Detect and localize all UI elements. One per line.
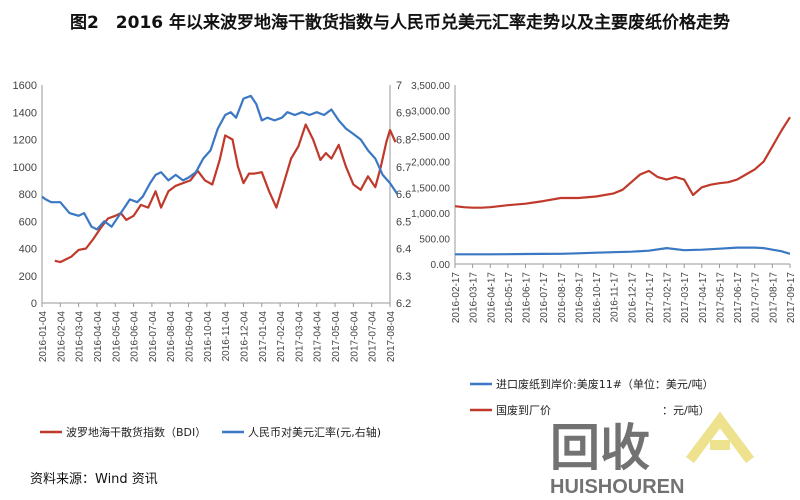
y-tick-label: 3,000.00	[411, 107, 450, 118]
series-line-bdi	[54, 123, 397, 264]
x-tick-label: 2016-10-04	[203, 311, 214, 363]
y-right-tick-label: 6.2	[396, 298, 411, 310]
y-tick-label: 2,000.00	[411, 158, 450, 169]
y-right-tick-label: 6.6	[396, 189, 411, 201]
chart-bdi-rmb: 0 200 400 600 800 1000 1200 1400 1600 6.2 6.3 6.4 6.…	[13, 80, 412, 362]
page-title: 图2 2016 年以来波罗地海干散货指数与人民币兑美元汇率走势以及主要废纸价格走…	[69, 13, 731, 33]
legend-label: 波罗地海干散货指数（BDI）	[66, 425, 206, 439]
x-tick-label: 2016-01-04	[38, 311, 49, 363]
watermark-mark-icon	[686, 411, 754, 463]
y-right-tick-label: 6.5	[396, 216, 411, 228]
y-tick-label: 0.00	[431, 260, 451, 271]
y-left-tick-label: 1400	[13, 107, 37, 119]
x-tick-label: 2016-10-17	[592, 272, 603, 324]
x-tick-label: 2016-09-04	[185, 311, 196, 363]
y-left-tick-label: 200	[19, 271, 37, 283]
x-tick-label: 2016-06-17	[522, 272, 533, 324]
x-tick-label: 2016-05-04	[111, 311, 122, 363]
x-tick-label: 2017-07-04	[368, 311, 379, 363]
x-tick-label: 2016-12-04	[239, 311, 250, 363]
x-tick-label: 2017-07-17	[751, 272, 762, 324]
watermark-main-text: 回收	[550, 420, 650, 476]
y-left-tick-label: 600	[19, 216, 37, 228]
x-tick-label: 2016-11-04	[221, 311, 232, 362]
chart-wastepaper-prices: 0.00 500.00 1,000.00 1,500.00 2,000.00 2,500.…	[411, 81, 797, 323]
x-tick-label: 2017-01-04	[258, 311, 269, 363]
y-tick-label: 1,000.00	[411, 209, 450, 220]
x-tick-label: 2017-06-04	[349, 311, 360, 363]
y-left-tick-label: 1600	[13, 80, 37, 92]
legend-label-suffix: ：元/吨）	[662, 404, 710, 417]
x-tick-label: 2016-07-04	[148, 311, 159, 363]
x-tick-label: 2017-03-17	[680, 272, 691, 324]
x-tick-label: 2016-04-17	[486, 272, 497, 324]
x-tick-label: 2016-07-17	[539, 272, 550, 324]
x-tick-label: 2017-05-04	[331, 311, 342, 363]
y-tick-label: 500.00	[419, 234, 450, 245]
x-tick-label: 2016-05-17	[504, 272, 515, 324]
x-tick-label: 2016-06-04	[130, 311, 141, 363]
x-tick-label: 2016-02-04	[56, 311, 67, 363]
y-right-tick-label: 6.8	[396, 135, 411, 147]
y-left-tick-label: 0	[31, 298, 37, 310]
y-tick-label: 2,500.00	[411, 132, 450, 143]
x-tick-label: 2017-08-17	[768, 272, 779, 324]
x-tick-label: 2016-12-17	[627, 272, 638, 324]
watermark-sub-text: HUISHOUREN	[550, 476, 684, 498]
series-line-import	[455, 246, 791, 256]
x-tick-label: 2017-04-17	[698, 272, 709, 324]
source-note: 资料来源：Wind 资讯	[30, 472, 158, 487]
y-right-tick-label: 7	[396, 80, 402, 92]
x-tick-label: 2016-03-17	[469, 272, 480, 324]
legends: 波罗地海干散货指数（BDI） 人民币对美元汇率(元,右轴) 进口废纸到岸价:美废11…	[40, 377, 714, 439]
x-tick-label: 2016-02-17	[451, 272, 462, 324]
series-line-rmb	[41, 94, 399, 231]
y-right-tick-label: 6.4	[396, 244, 411, 256]
legend-label: 进口废纸到岸价:美废11#（单位：美元/吨）	[496, 377, 714, 391]
y-right-tick-label: 6.7	[396, 162, 411, 174]
x-tick-label: 2016-08-04	[166, 311, 177, 363]
x-tick-label: 2017-04-04	[313, 311, 324, 363]
watermark-logo: 回收 HUISHOUREN	[550, 411, 754, 498]
x-tick-label: 2016-03-04	[75, 311, 86, 363]
y-left-tick-label: 800	[19, 189, 37, 201]
y-left-tick-label: 1000	[13, 162, 37, 174]
x-tick-label: 2016-08-17	[557, 272, 568, 324]
series-line-domestic	[454, 116, 791, 209]
x-tick-label: 2016-09-17	[574, 272, 585, 324]
x-tick-label: 2016-04-04	[93, 311, 104, 363]
legend-label: 国废到厂价	[496, 403, 551, 417]
x-tick-label: 2016-11-17	[610, 272, 621, 323]
x-tick-label: 2017-08-04	[386, 311, 397, 363]
y-right-tick-label: 6.9	[396, 107, 411, 119]
y-left-tick-label: 400	[19, 244, 37, 256]
x-tick-label: 2017-02-04	[276, 311, 287, 363]
y-tick-label: 1,500.00	[411, 183, 450, 194]
x-tick-label: 2017-02-17	[663, 272, 674, 324]
x-tick-label: 2017-09-17	[786, 272, 797, 324]
legend-label: 人民币对美元汇率(元,右轴)	[248, 425, 381, 439]
y-tick-label: 3,500.00	[411, 81, 450, 92]
y-left-tick-label: 1200	[13, 135, 37, 147]
y-right-tick-label: 6.3	[396, 271, 411, 283]
x-tick-label: 2017-01-17	[645, 272, 656, 324]
x-tick-label: 2017-06-17	[733, 272, 744, 324]
x-tick-label: 2017-03-04	[294, 311, 305, 363]
x-tick-label: 2017-05-17	[715, 272, 726, 324]
